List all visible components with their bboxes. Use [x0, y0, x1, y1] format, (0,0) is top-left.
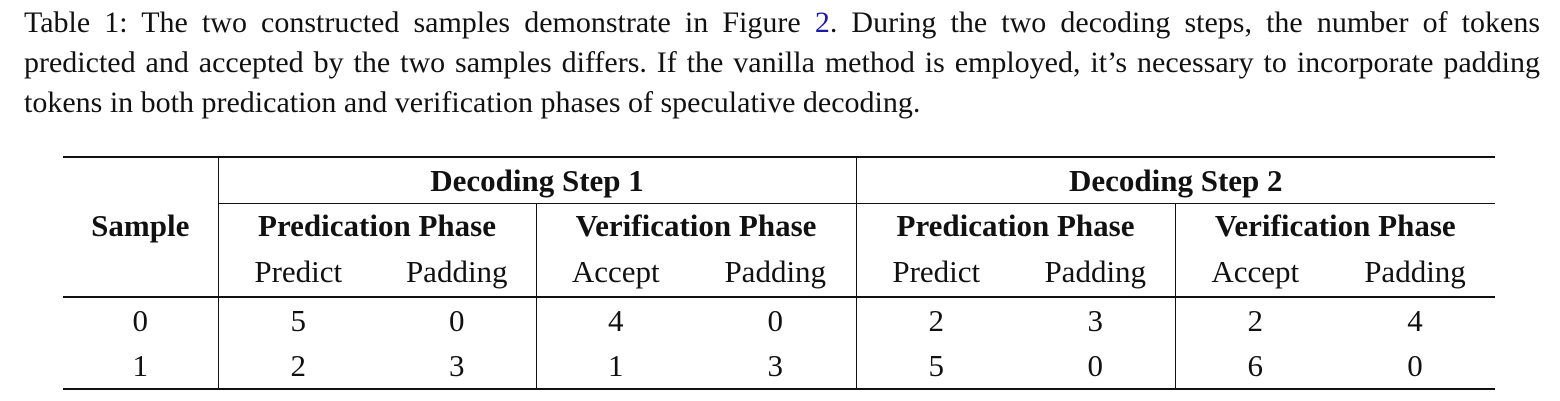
step-2-verif-padding-header: Padding: [1364, 254, 1466, 289]
step-1-accept-header: Accept: [535, 247, 695, 297]
value-cell: 6: [1174, 343, 1335, 390]
step-1-predict-header: Predict: [217, 247, 378, 297]
step-1-pred-padding-header: Padding: [405, 254, 508, 289]
step-2-accept-header: Accept: [1174, 247, 1335, 297]
step-2-header: Decoding Step 2: [855, 157, 1495, 204]
step-2-predication-phase-header: Predication Phase: [855, 203, 1175, 247]
header-row-phases: Sample Predication Phase Verification Ph…: [63, 203, 1495, 247]
results-table: Decoding Step 1 Decoding Step 2 Sample P…: [63, 156, 1495, 390]
value-cell: 2: [855, 296, 1016, 343]
header-row-steps: Decoding Step 1 Decoding Step 2: [63, 157, 1495, 204]
header-row-columns: Predict Padding Accept Padding Predict P…: [63, 247, 1495, 297]
value-cell: 3: [1016, 296, 1175, 343]
value-cell: 2: [217, 343, 378, 390]
caption-text-after-ref: . During the two decoding steps, the num…: [24, 6, 1540, 119]
figure-reference-link[interactable]: 2: [814, 6, 830, 39]
sample-header: Sample: [91, 207, 190, 243]
table-caption: Table 1: The two constructed samples dem…: [24, 3, 1540, 123]
step-2-pred-padding-header: Padding: [1044, 254, 1147, 289]
table-row: 0 5 0 4 0 2 3 2 4: [63, 296, 1495, 343]
sample-header-blank: [63, 247, 218, 297]
sample-cell: 0: [63, 296, 218, 343]
caption-label: Table 1:: [24, 6, 128, 39]
value-cell: 3: [695, 343, 856, 390]
value-cell: 1: [535, 343, 695, 390]
value-cell: 5: [855, 343, 1016, 390]
value-cell: 4: [1335, 296, 1495, 343]
value-cell: 4: [535, 296, 695, 343]
step-1-verification-phase-header: Verification Phase: [535, 203, 856, 247]
step-2-predict-header: Predict: [855, 247, 1016, 297]
step-1-header: Decoding Step 1: [217, 157, 856, 204]
step-1-predication-phase-header: Predication Phase: [217, 203, 536, 247]
value-cell: 3: [378, 343, 536, 390]
value-cell: 0: [1335, 343, 1495, 390]
value-cell: 2: [1174, 296, 1335, 343]
table-row: 1 2 3 1 3 5 0 6 0: [63, 343, 1495, 390]
sample-header-spacer: [63, 157, 218, 203]
step-1-verif-padding-header: Padding: [724, 254, 827, 289]
caption-text-before-ref: The two constructed samples demonstrate …: [127, 6, 815, 39]
value-cell: 0: [378, 296, 536, 343]
sample-cell: 1: [63, 343, 218, 390]
step-2-verification-phase-header: Verification Phase: [1174, 203, 1495, 247]
value-cell: 0: [695, 296, 856, 343]
value-cell: 0: [1016, 343, 1175, 390]
value-cell: 5: [217, 296, 378, 343]
